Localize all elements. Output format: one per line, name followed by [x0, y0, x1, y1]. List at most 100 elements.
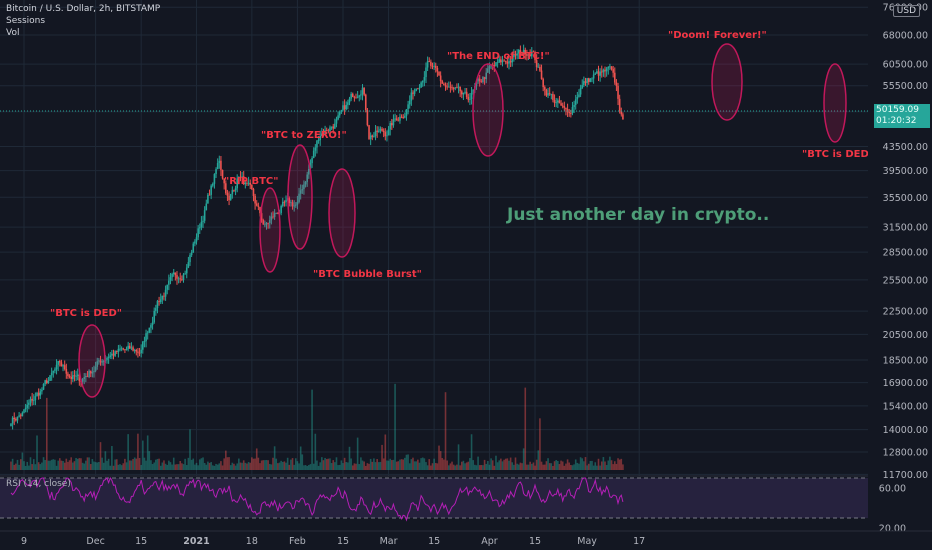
volume-bar [511, 462, 514, 470]
candle-body [504, 61, 507, 62]
volume-bar [379, 461, 382, 470]
candle-body [18, 415, 20, 417]
candle-body [150, 325, 152, 328]
volume-bar [268, 463, 271, 470]
candle-body [138, 352, 141, 354]
volume-bar [155, 459, 157, 470]
candle-body [418, 87, 421, 89]
volume-bar [496, 462, 499, 470]
volume-bar [115, 459, 118, 470]
candle-body [617, 85, 619, 99]
candle-body [93, 370, 95, 373]
candle-body [392, 119, 395, 126]
time-axis-bg [0, 531, 932, 550]
candle-body [171, 274, 173, 278]
volume-bar [581, 458, 584, 470]
volume-bar [330, 463, 333, 470]
volume-bar [480, 464, 483, 470]
volume-bar [29, 457, 32, 470]
volume-bar [303, 465, 305, 470]
candle-body [600, 71, 603, 73]
candle-body [270, 216, 273, 221]
candle-body [439, 75, 442, 82]
volume-bar [353, 463, 356, 470]
volume-bar [574, 459, 577, 470]
rsi-panel [0, 476, 868, 538]
volume-bar [255, 448, 258, 470]
volume-bar [405, 454, 408, 470]
volume-bar [278, 462, 281, 470]
candle-body [285, 200, 287, 203]
volume-bar [28, 465, 30, 470]
candle-body [267, 222, 269, 224]
candle-body [205, 203, 208, 211]
candle-body [402, 117, 405, 119]
volume-bar [161, 462, 164, 470]
candle-body [534, 52, 536, 61]
volume-bar [312, 463, 315, 470]
annotation-label: "The END of BTC!" [447, 51, 550, 62]
candle-body [441, 81, 444, 84]
candle-body [76, 374, 79, 376]
candle-body [127, 345, 129, 349]
candle-body [535, 60, 538, 68]
y-tick-label: 11700.00 [883, 470, 928, 481]
volume-bar [229, 465, 232, 470]
volume-bar [490, 458, 492, 470]
volume-bar [171, 464, 173, 470]
candle-body [478, 78, 481, 82]
candle-body [50, 372, 53, 376]
rsi-label[interactable]: RSI (14, close) [6, 479, 71, 489]
candle-body [477, 78, 479, 82]
candle-body [521, 54, 523, 55]
candle-body [366, 110, 369, 126]
candle-body [273, 213, 276, 217]
volume-bar [387, 460, 390, 470]
volume-bar [604, 461, 606, 470]
candle-body [189, 254, 191, 263]
candle-body [146, 332, 149, 334]
candle-body [195, 237, 198, 242]
volume-bar [521, 463, 523, 470]
candle-body [42, 383, 45, 390]
volume-bar [364, 465, 367, 470]
volume-bar [169, 462, 172, 470]
volume-bar [238, 458, 240, 470]
volume-bar [400, 459, 403, 470]
candle-body [540, 70, 543, 80]
volume-bar [597, 458, 600, 470]
volume-bar [177, 464, 180, 470]
candle-body [447, 86, 450, 88]
volume-label[interactable]: Vol [6, 28, 20, 38]
candle-body [576, 97, 579, 100]
candle-body [62, 365, 64, 367]
rsi-tick-label: 20.00 [879, 524, 906, 535]
candle-body [364, 94, 367, 111]
candle-body [202, 220, 204, 222]
volume-bar [622, 464, 624, 470]
candle-body [296, 201, 299, 205]
volume-bar [195, 462, 198, 470]
volume-bar [16, 459, 19, 470]
volume-bar [607, 460, 610, 470]
volume-bar [355, 463, 357, 470]
candle-body [96, 361, 99, 367]
volume-bar [467, 461, 470, 470]
volume-bar [44, 460, 46, 470]
candle-body [382, 130, 385, 133]
currency-badge[interactable]: USD [892, 5, 920, 17]
sessions-label[interactable]: Sessions [6, 16, 46, 26]
volume-bar [288, 464, 291, 470]
volume-bar [31, 464, 33, 470]
candle-body [604, 69, 606, 72]
volume-bar [49, 460, 51, 470]
candle-body [334, 123, 336, 129]
volume-bar [431, 463, 434, 470]
volume-bar [433, 458, 435, 470]
volume-bar [26, 461, 29, 470]
annotation-label: "BTC is DED" [50, 308, 122, 319]
y-tick-label: 28500.00 [883, 248, 928, 259]
candle-body [325, 130, 328, 131]
volume-bar [299, 446, 302, 470]
